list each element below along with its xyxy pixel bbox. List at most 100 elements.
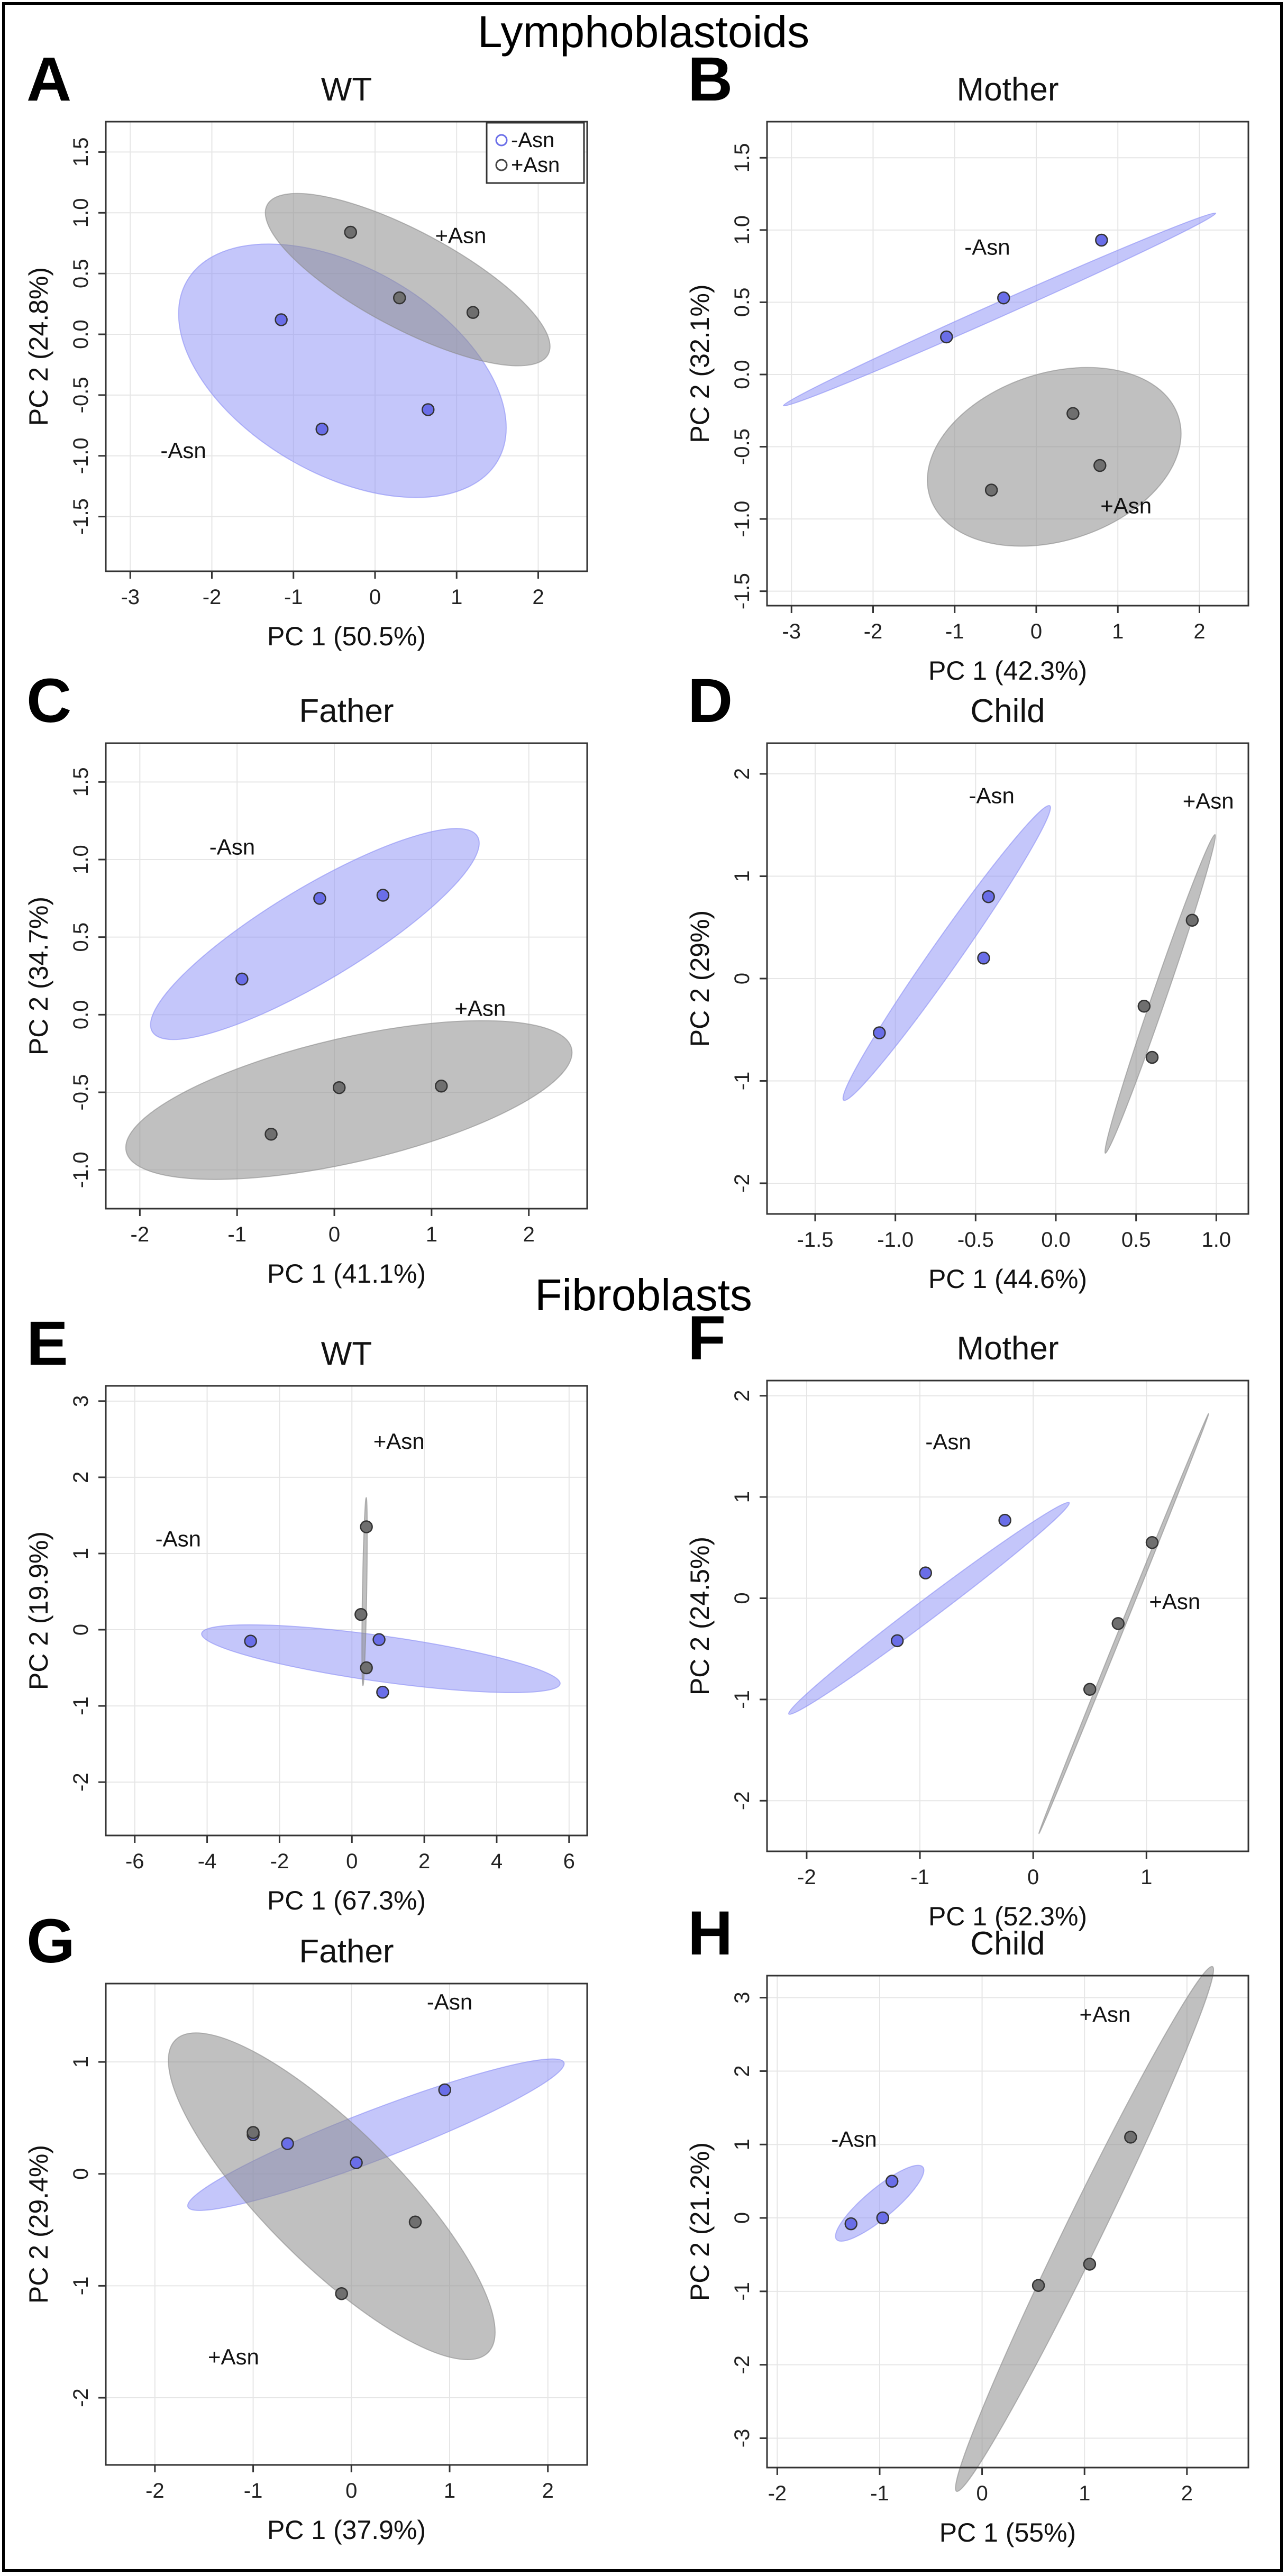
point-plus-asn [1093, 459, 1107, 472]
point-minus-asn [876, 2211, 890, 2225]
panel-letter-b: B [688, 44, 733, 114]
point-minus-asn [372, 1633, 386, 1646]
ellipse-plus-asn-b [927, 367, 1182, 547]
ellipse-minus-asn-b [782, 212, 1217, 407]
point-plus-asn [1145, 1051, 1159, 1064]
group-label-minus-asn-b: -Asn [964, 234, 1010, 259]
ellipse-plus-asn-a [264, 193, 551, 367]
y-tick-label: 1.0 [69, 198, 93, 227]
point-plus-asn [1124, 2131, 1137, 2144]
x-axis-label-b: PC 1 (42.3%) [928, 656, 1087, 686]
point-plus-asn [360, 1520, 373, 1533]
group-label-plus-asn-b: +Asn [1100, 493, 1152, 518]
point-minus-asn [376, 889, 390, 902]
plot-frame-e [105, 1385, 588, 1837]
y-tick-label: -1.5 [731, 573, 754, 609]
x-tick-label: 0 [328, 1223, 340, 1246]
group-label-minus-asn-c: -Asn [209, 835, 255, 860]
x-tick-label: -2 [768, 2482, 787, 2505]
x-tick-label: 0 [1030, 620, 1042, 643]
point-minus-asn [376, 1685, 389, 1699]
panel-title-c: Father [299, 693, 394, 729]
point-minus-asn [890, 1634, 904, 1648]
x-tick-label: -1 [244, 2479, 263, 2502]
y-tick-label: -1 [69, 2277, 93, 2296]
point-minus-asn [313, 892, 326, 905]
x-tick-label: 2 [1193, 620, 1205, 643]
group-label-plus-asn-h: +Asn [1079, 2002, 1130, 2026]
panel-title-a: WT [321, 71, 372, 108]
y-tick-label: 3 [69, 1395, 93, 1407]
plot-frame-g [105, 1983, 588, 2466]
point-plus-asn [393, 291, 406, 305]
x-tick-label: 1 [1112, 620, 1124, 643]
x-tick-label: 2 [418, 1850, 430, 1873]
y-tick-label: 0 [69, 1624, 93, 1636]
y-tick-label: -0.5 [69, 1074, 93, 1111]
x-tick-label: 2 [523, 1223, 535, 1246]
x-tick-label: 1 [451, 586, 462, 609]
point-minus-asn [350, 2156, 363, 2169]
y-tick-label: 1.5 [69, 138, 93, 167]
panel-e: E WT -Asn +Asn -6 -4 -2 0 2 4 6 PC 1 (67.3%) -2 -1 0 1 2… [24, 1309, 588, 1915]
y-tick-label: 1.5 [69, 768, 93, 797]
y-tick-label: 0.0 [69, 1000, 93, 1030]
x-tick-label: -3 [782, 620, 801, 643]
ellipse-minus-asn-c [150, 828, 480, 1040]
y-axis-label-b: PC 2 (32.1%) [685, 284, 715, 443]
point-minus-asn [281, 2137, 294, 2150]
panel-letter-f: F [688, 1303, 726, 1373]
group-label-minus-asn-h: -Asn [831, 2126, 877, 2151]
x-tick-label: 6 [563, 1850, 575, 1873]
point-plus-asn [434, 1080, 448, 1093]
panel-letter-d: D [688, 666, 733, 736]
x-tick-label: 0.0 [1041, 1228, 1071, 1252]
point-minus-asn [421, 403, 435, 416]
y-axis-label-g: PC 2 (29.4%) [24, 2145, 53, 2304]
x-tick-label: 0 [976, 2482, 988, 2505]
y-tick-label: 0 [731, 1592, 754, 1604]
y-tick-label: -2 [731, 1174, 754, 1193]
legend-label-plus: +Asn [511, 153, 560, 177]
y-tick-label: -2 [69, 1773, 93, 1792]
legend: -Asn+Asn [486, 122, 585, 184]
y-tick-label: -0.5 [69, 377, 93, 413]
group-label-plus-asn-e: +Asn [373, 1429, 425, 1454]
y-tick-label: 1 [69, 2056, 93, 2068]
y-tick-label: 0.0 [69, 319, 93, 349]
point-plus-asn [247, 2126, 260, 2139]
x-tick-label: -2 [270, 1850, 289, 1873]
panel-title-f: Mother [957, 1330, 1059, 1367]
x-axis-label-g: PC 1 (37.9%) [267, 2515, 426, 2545]
x-tick-label: -2 [864, 620, 883, 643]
point-minus-asn [997, 291, 1010, 305]
x-tick-label: 0.5 [1121, 1228, 1151, 1252]
panel-letter-c: C [26, 666, 71, 736]
point-plus-asn [1083, 1683, 1097, 1696]
legend-box [486, 122, 585, 184]
y-axis-label-a: PC 2 (24.8%) [24, 267, 53, 426]
x-tick-label: 2 [542, 2479, 554, 2502]
x-tick-label: 1 [426, 1223, 437, 1246]
x-tick-label: 1 [1079, 2482, 1090, 2505]
x-tick-label: 0 [1027, 1866, 1039, 1889]
group-label-minus-asn-f: -Asn [925, 1429, 971, 1454]
point-plus-asn [1137, 999, 1151, 1013]
point-plus-asn [264, 1127, 278, 1141]
x-tick-label: -1 [910, 1866, 929, 1889]
point-minus-asn [275, 313, 288, 326]
ellipse-minus-asn-d [842, 805, 1051, 1101]
y-tick-label: 1 [69, 1548, 93, 1559]
group-label-plus-asn-c: +Asn [454, 996, 506, 1021]
plot-frame-h [766, 1975, 1249, 2469]
x-tick-label: -2 [203, 586, 222, 609]
x-axis-label-a: PC 1 (50.5%) [267, 622, 426, 651]
group-label-plus-asn-a: +Asn [435, 223, 486, 248]
point-minus-asn [919, 1566, 933, 1579]
x-tick-label: 0 [369, 586, 381, 609]
x-axis-label-f: PC 1 (52.3%) [928, 1902, 1087, 1931]
ellipse-plus-asn-e [361, 1497, 368, 1686]
panel-a: A WT-Asn+Asn-3 -2 -1 0 1 2PC 1 (50.5%)-1.5-1.0… [24, 44, 588, 651]
x-tick-label: 4 [491, 1850, 503, 1873]
y-tick-label: -1 [731, 1690, 754, 1709]
